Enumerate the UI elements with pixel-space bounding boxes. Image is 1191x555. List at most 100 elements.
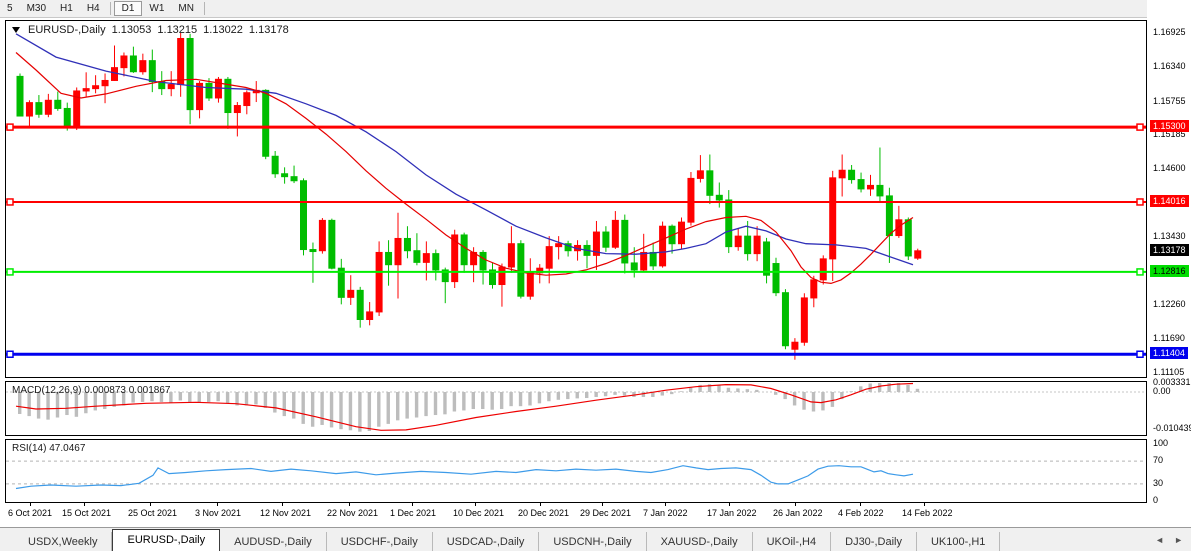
date-tick [924, 503, 925, 506]
timeframe-button-h4[interactable]: H4 [86, 3, 100, 14]
date-tick [412, 503, 413, 506]
rsi-chart-canvas[interactable] [6, 440, 1146, 502]
candle-14-Jan [706, 154, 714, 205]
timeframe-button-m30[interactable]: M30 [26, 3, 47, 14]
date-label: 1 Dec 2021 [390, 508, 437, 518]
macd-label: MACD(12,26,9) 0.000873 0.001867 [12, 385, 171, 396]
candle-17-Dec [517, 240, 525, 299]
symbol-tab-xauusd[interactable]: XAUUSD-,Daily [647, 532, 753, 552]
timeframe-button-h1[interactable]: H1 [60, 3, 73, 14]
candle-8-Dec [451, 229, 459, 289]
symbol-tab-eurusd[interactable]: EURUSD-,Daily [112, 529, 221, 552]
symbol-tab-usdcnh[interactable]: USDCNH-,Daily [539, 532, 647, 552]
date-label: 6 Oct 2021 [8, 508, 53, 518]
date-tick [860, 503, 861, 506]
candle-19-Oct [111, 45, 118, 82]
macd-panel[interactable]: MACD(12,26,9) 0.000873 0.001867 [5, 381, 1147, 436]
chart-symbol-label: EURUSD-,Daily [28, 24, 106, 36]
rsi-tick-label: 30 [1153, 477, 1164, 488]
candle-15-Nov [290, 165, 298, 184]
candle-27-Jan [791, 338, 799, 360]
candle-7-Dec [441, 267, 449, 304]
candle-16-Dec [507, 226, 515, 273]
timeframe-button-w1[interactable]: W1 [149, 3, 165, 14]
symbol-tab-dj30[interactable]: DJ30-,Daily [831, 532, 917, 552]
candle-24-Nov [356, 286, 364, 328]
symbol-tab-bar: USDX,Weekly EURUSD-,Daily AUDUSD-,Daily USD… [0, 527, 1191, 552]
candle-1-Feb [819, 255, 827, 285]
date-tick [30, 503, 31, 506]
candle-25-Oct [148, 49, 156, 93]
window-bottom-edge [0, 551, 1191, 555]
price-tick-label: 1.11690 [1153, 332, 1185, 343]
date-label: 29 Dec 2021 [580, 508, 632, 518]
candle-27-Dec [574, 240, 582, 261]
candle-25-Nov [366, 302, 374, 326]
symbol-tab-usdx[interactable]: USDX,Weekly [14, 532, 113, 552]
candle-30-Nov [394, 212, 402, 299]
candle-7-Oct [35, 95, 43, 118]
symbol-tab-ukoil[interactable]: UKOil-,H4 [753, 532, 832, 552]
ohlc-close: 1.13178 [248, 24, 289, 36]
candle-17-Nov [309, 242, 317, 283]
symbol-tab-audusd[interactable]: AUDUSD-,Daily [220, 532, 327, 552]
candle-15-Oct [92, 75, 100, 94]
date-label: 4 Feb 2022 [838, 508, 884, 518]
main-chart-panel[interactable]: EURUSD-,Daily 1.13053 1.13215 1.13022 1.… [5, 20, 1147, 378]
candle-26-Jan [781, 289, 789, 350]
macd-chart-canvas[interactable] [6, 382, 1146, 435]
candle-16-Nov [300, 178, 307, 256]
rsi-tick-label: 0 [1153, 495, 1159, 505]
candle-11-Jan [678, 217, 685, 250]
candle-8-Feb [867, 174, 874, 196]
candle-18-Nov [318, 218, 326, 254]
candle-18-Oct [101, 73, 109, 104]
price-badge-1.15300: 1.15300 [1150, 120, 1189, 133]
candle-3-Feb [838, 154, 846, 197]
timeframe-button-d1[interactable]: D1 [113, 1, 143, 16]
candle-13-Dec [479, 250, 487, 285]
symbol-tab-usdcad[interactable]: USDCAD-,Daily [433, 532, 540, 552]
timeframe-button-5[interactable]: 5 [7, 3, 13, 14]
chart-title: EURUSD-,Daily 1.13053 1.13215 1.13022 1.… [12, 24, 289, 36]
candle-10-Feb [885, 187, 893, 263]
candle-11-Oct [54, 91, 62, 111]
candle-28-Jan [800, 293, 808, 346]
tab-scroll-left-icon[interactable]: ◄ [1155, 535, 1165, 545]
candle-13-Jan [696, 155, 704, 183]
candle-24-Dec [564, 240, 572, 257]
candle-9-Feb [876, 147, 884, 202]
date-label: 22 Nov 2021 [327, 508, 379, 518]
date-tick [540, 503, 541, 506]
candle-22-Nov [337, 258, 345, 305]
price-axis[interactable]: 1.16925 1.16340 1.15755 1.15185 1.14600 1.134… [1147, 0, 1191, 555]
candle-12-Nov [281, 167, 289, 184]
candle-22-Oct [139, 53, 147, 75]
date-tick [150, 503, 151, 506]
date-label: 3 Nov 2021 [195, 508, 242, 518]
date-axis[interactable]: 6 Oct 2021 15 Oct 2021 25 Oct 2021 3 Nov 20… [5, 503, 1147, 527]
candle-3-Dec [422, 241, 430, 281]
candle-23-Nov [347, 275, 355, 305]
rsi-panel[interactable]: RSI(14) 47.0467 [5, 439, 1147, 503]
timeframe-button-mn[interactable]: MN [178, 3, 194, 14]
price-tick-label: 1.12260 [1153, 299, 1186, 310]
candle-3-Jan [621, 214, 629, 274]
symbol-tab-usdchf[interactable]: USDCHF-,Daily [327, 532, 433, 552]
candle-6-Dec [432, 249, 440, 281]
tab-scroll-right-icon[interactable]: ► [1174, 535, 1183, 545]
price-tick-label: 1.11105 [1153, 366, 1185, 377]
symbol-tab-uk100[interactable]: UK100-,H1 [917, 532, 1001, 552]
tab-scroll-arrows: ◄ ► [1155, 528, 1183, 552]
price-tick-label: 1.15755 [1153, 95, 1186, 106]
ohlc-low: 1.13022 [203, 24, 243, 36]
candle-5-Nov [233, 102, 241, 137]
chevron-down-icon[interactable] [12, 27, 20, 33]
candle-8-Nov [243, 90, 251, 115]
date-label: 17 Jan 2022 [707, 508, 757, 518]
rsi-label: RSI(14) 47.0467 [12, 443, 86, 454]
price-tick-label: 1.14600 [1153, 162, 1186, 173]
date-tick [217, 503, 218, 506]
date-label: 10 Dec 2021 [453, 508, 505, 518]
candlestick-chart-canvas[interactable] [6, 21, 1146, 377]
